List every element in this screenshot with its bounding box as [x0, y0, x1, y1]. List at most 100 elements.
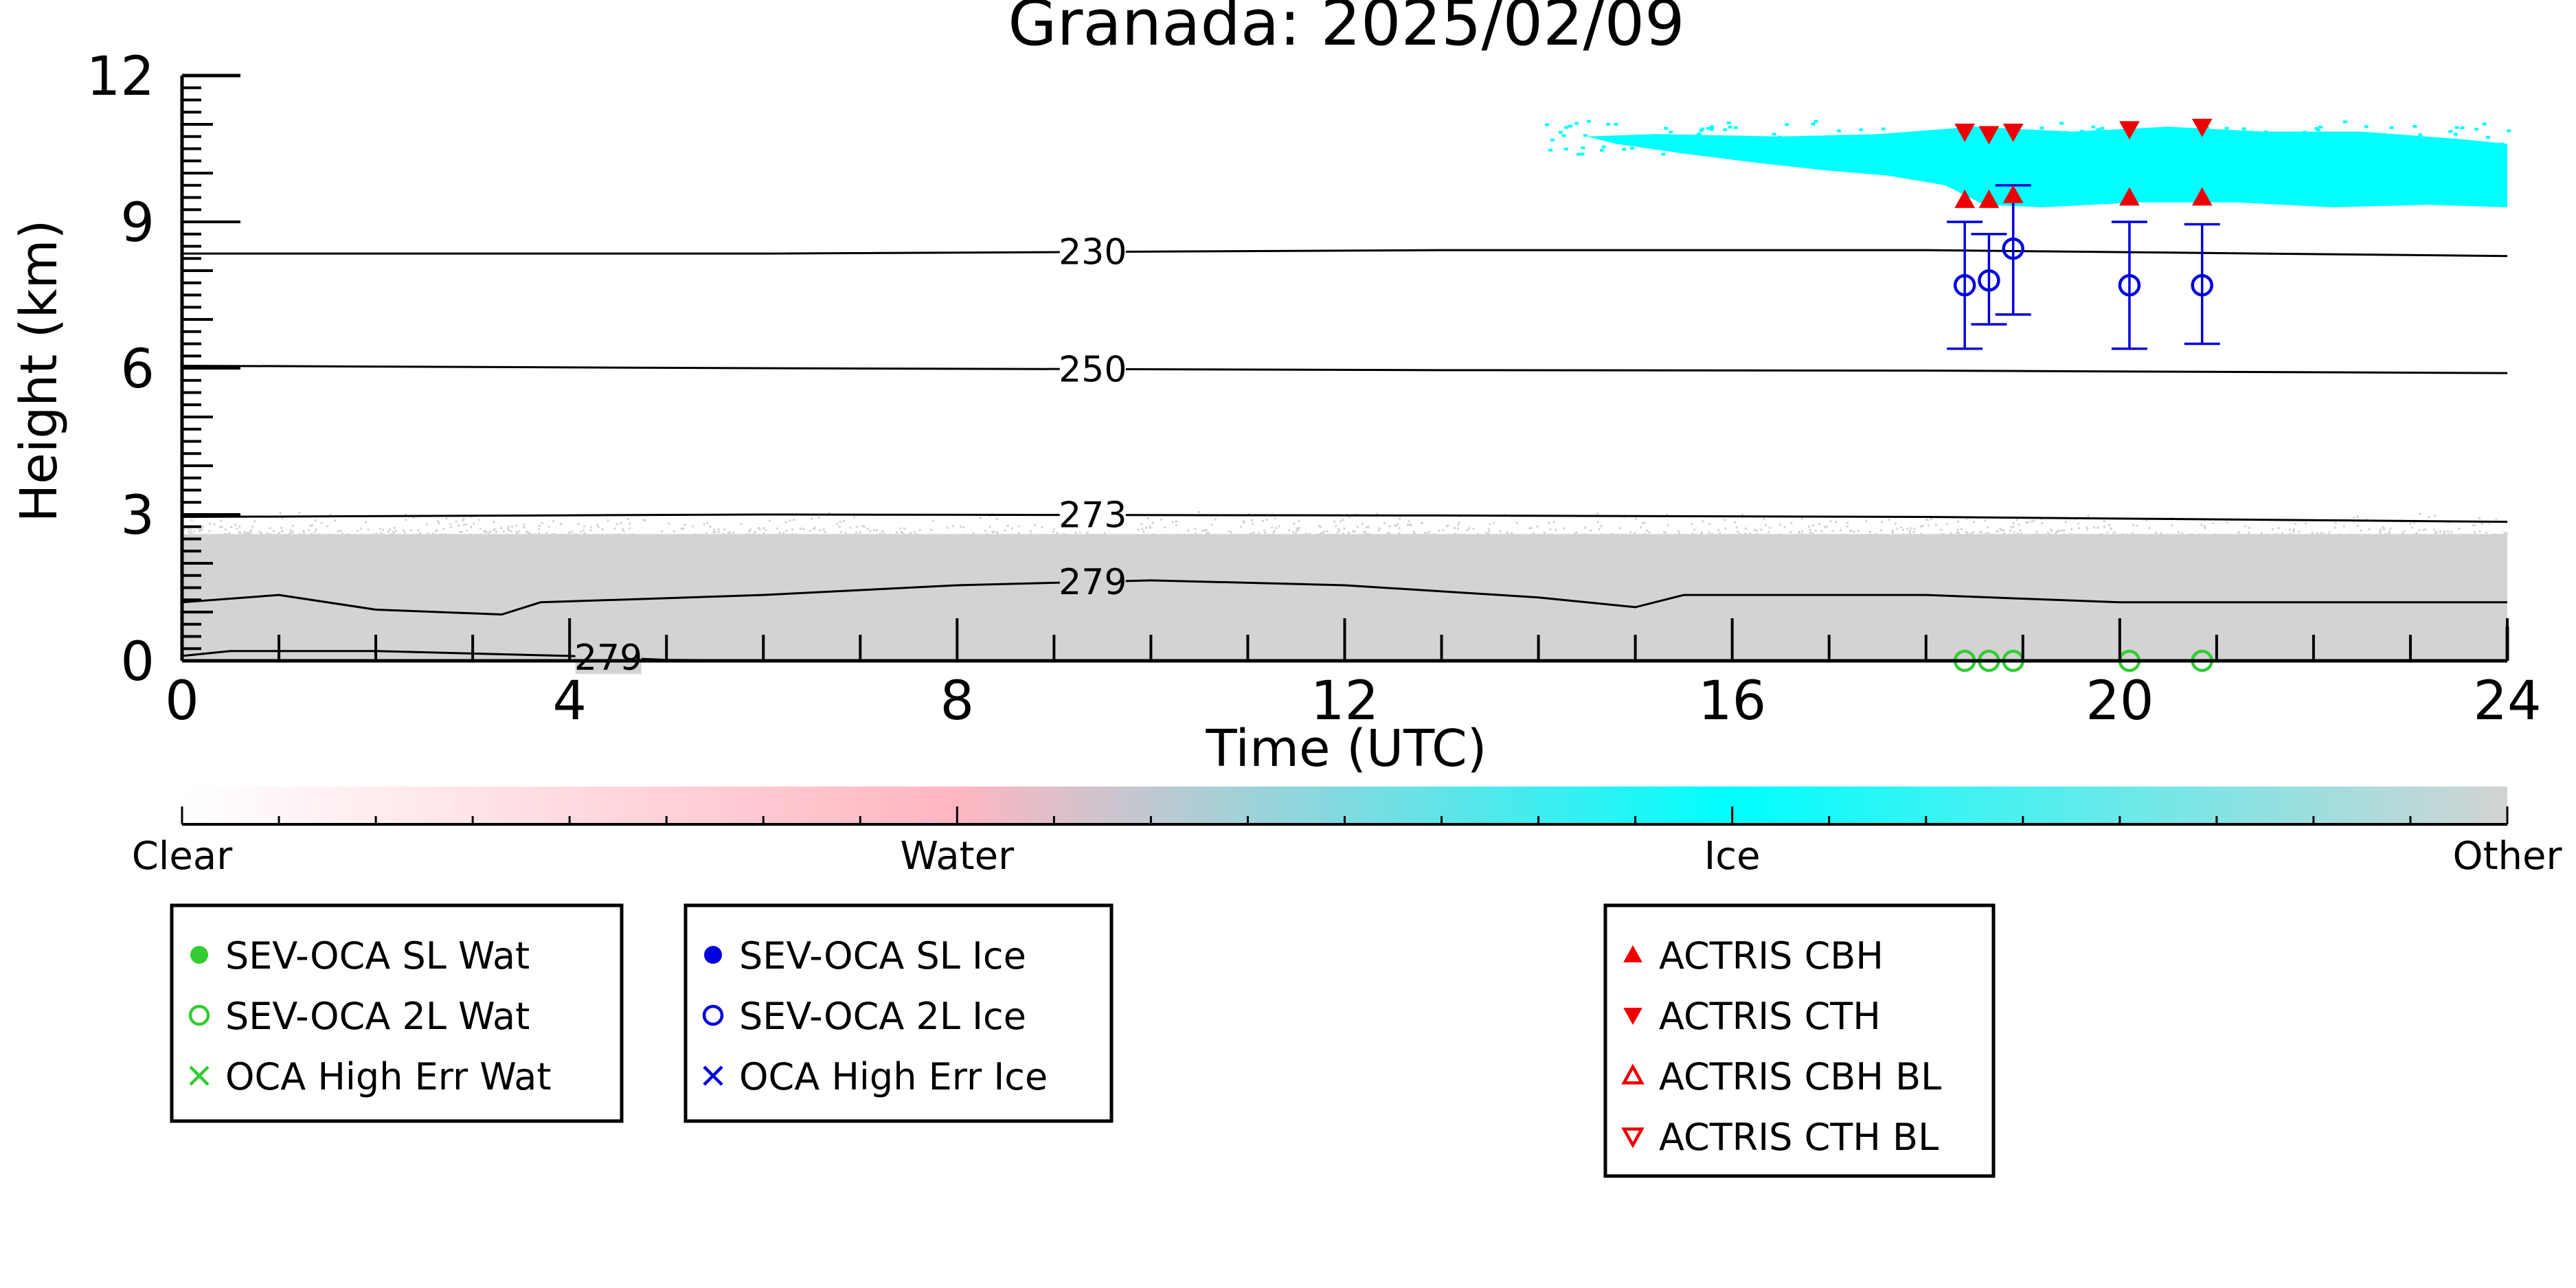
ice-phase-speck — [2218, 136, 2223, 139]
other-phase-speck — [1912, 531, 1915, 534]
other-phase-speck — [1906, 528, 1909, 530]
other-phase-speck — [802, 528, 805, 530]
series-actris-cbh — [1954, 184, 2213, 208]
other-phase-speck — [1956, 531, 1958, 534]
other-phase-speck — [515, 524, 518, 527]
other-phase-speck — [1999, 528, 2002, 530]
legend-entry-label: SEV-OCA SL Wat — [225, 934, 530, 978]
other-phase-speck — [309, 525, 312, 528]
other-phase-speck — [1074, 531, 1077, 534]
other-phase-speck — [673, 530, 675, 533]
other-phase-speck — [1757, 534, 1760, 536]
other-phase-speck — [2050, 530, 2053, 532]
ice-phase-speck — [1932, 133, 1936, 137]
ice-phase-speck — [1950, 140, 1954, 144]
other-phase-speck — [1738, 532, 1741, 535]
other-phase-speck — [2002, 529, 2005, 532]
other-phase-speck — [1438, 530, 1440, 532]
other-phase-speck — [1085, 534, 1087, 536]
ice-phase-speck — [1581, 146, 1585, 150]
other-phase-speck — [2478, 530, 2481, 532]
other-phase-speck — [435, 530, 438, 532]
other-phase-speck — [1376, 512, 1379, 515]
other-phase-speck — [1927, 524, 1930, 527]
other-phase-speck — [1939, 528, 1942, 531]
other-phase-speck — [1468, 527, 1471, 530]
other-phase-speck — [2503, 532, 2506, 534]
other-phase-speck — [1987, 526, 1989, 529]
ice-phase-speck — [2418, 133, 2423, 137]
other-phase-speck — [1017, 532, 1020, 534]
other-phase-speck — [620, 521, 622, 524]
other-phase-speck — [1010, 527, 1013, 530]
other-phase-speck — [236, 528, 238, 530]
other-phase-speck — [1078, 530, 1081, 533]
ice-phase-speck — [1730, 143, 1735, 146]
other-phase-speck — [811, 518, 813, 521]
other-phase-speck — [2271, 528, 2274, 530]
other-phase-speck — [2312, 532, 2314, 535]
other-phase-speck — [1958, 534, 1961, 536]
ice-phase-speck — [1837, 129, 1842, 133]
ice-phase-speck — [2485, 135, 2490, 139]
other-phase-speck — [273, 530, 275, 532]
other-phase-speck — [1017, 525, 1020, 528]
other-phase-speck — [1425, 533, 1427, 536]
other-phase-speck — [1410, 534, 1413, 536]
other-phase-speck — [914, 532, 917, 535]
other-phase-speck — [583, 525, 586, 528]
other-phase-speck — [1258, 532, 1261, 534]
other-phase-speck — [1264, 532, 1267, 534]
ice-phase-speck — [2192, 143, 2197, 146]
other-phase-speck — [311, 524, 314, 527]
other-phase-speck — [2000, 528, 2003, 531]
ice-phase-speck — [1694, 137, 1699, 140]
other-phase-speck — [2334, 521, 2337, 524]
other-phase-speck — [1409, 534, 1412, 536]
ice-phase-speck — [2378, 143, 2383, 146]
other-phase-speck — [1511, 532, 1513, 534]
marker-filled-triangle — [1623, 1008, 1642, 1026]
other-phase-speck — [2009, 529, 2012, 532]
other-phase-speck — [1493, 522, 1495, 525]
other-phase-speck — [506, 528, 509, 530]
other-phase-speck — [618, 532, 621, 535]
other-phase-speck — [1919, 525, 1922, 528]
other-phase-speck — [722, 532, 725, 535]
ice-phase-speck — [2154, 128, 2158, 131]
other-phase-speck — [1643, 533, 1646, 536]
other-phase-speck — [1340, 520, 1342, 523]
other-phase-speck — [1101, 534, 1104, 536]
other-phase-speck — [872, 529, 875, 532]
ice-phase-speck — [1986, 150, 1991, 153]
other-phase-speck — [792, 519, 795, 521]
other-phase-speck — [299, 532, 302, 535]
other-phase-speck — [577, 523, 580, 526]
other-phase-speck — [1643, 521, 1646, 524]
other-phase-speck — [2042, 533, 2044, 536]
other-phase-speck — [266, 532, 269, 534]
ice-phase-speck — [2283, 137, 2287, 140]
ice-phase-speck — [2059, 144, 2064, 147]
other-phase-speck — [1645, 534, 1647, 536]
x-tick-label: 16 — [1698, 670, 1766, 732]
ice-phase-speck — [1723, 128, 1728, 131]
other-phase-speck — [622, 530, 625, 532]
marker-open-triangle — [1621, 1127, 1645, 1149]
legend-entry-label: ACTRIS CTH BL — [1659, 1116, 1939, 1159]
other-phase-speck — [988, 526, 991, 528]
other-phase-speck — [1719, 532, 1721, 534]
x-tick-label: 20 — [2086, 670, 2154, 732]
other-phase-speck — [279, 512, 282, 515]
other-phase-speck — [732, 531, 735, 534]
other-phase-speck — [1367, 526, 1370, 528]
other-phase-speck — [2080, 533, 2083, 536]
colorbar-label: Water — [901, 834, 1015, 879]
ice-phase-speck — [2363, 134, 2368, 137]
other-phase-speck — [1361, 523, 1364, 526]
ice-phase-speck — [2079, 130, 2084, 133]
other-phase-speck — [2281, 532, 2283, 535]
other-phase-speck — [1153, 533, 1155, 536]
other-phase-speck — [1477, 532, 1480, 535]
